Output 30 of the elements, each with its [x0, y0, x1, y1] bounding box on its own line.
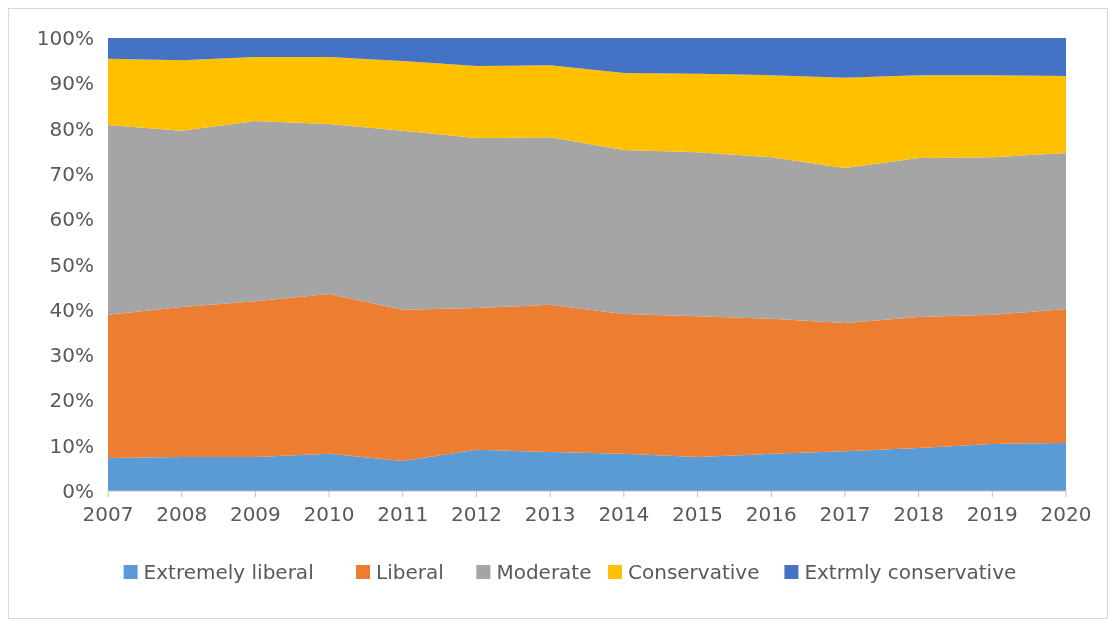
- y-tick-label: 10%: [49, 433, 94, 458]
- x-tick-label: 2013: [524, 502, 576, 526]
- y-tick-label: 80%: [49, 116, 94, 141]
- x-tick-label: 2011: [377, 502, 429, 526]
- x-tick-label: 2010: [303, 502, 355, 526]
- y-tick-label: 0%: [62, 479, 94, 503]
- x-tick-label: 2019: [966, 502, 1018, 526]
- x-tick-label: 2012: [451, 502, 502, 526]
- y-tick-label: 90%: [49, 71, 94, 96]
- y-tick-label: 70%: [49, 161, 94, 186]
- y-tick-label: 40%: [49, 297, 94, 322]
- y-tick-label: 100%: [36, 26, 94, 50]
- legend-label: Conservative: [628, 560, 760, 584]
- x-tick-label: 2017: [819, 502, 871, 526]
- legend-label: Extremely liberal: [143, 560, 314, 584]
- x-tick-label: 2016: [745, 502, 797, 526]
- y-tick-label: 60%: [49, 207, 94, 232]
- x-tick-label: 2014: [598, 502, 650, 526]
- x-tick-label: 2008: [156, 502, 208, 526]
- x-tick-label: 2015: [672, 502, 723, 526]
- x-tick-label: 2007: [82, 502, 134, 526]
- x-tick-label: 2020: [1040, 502, 1092, 526]
- y-tick-label: 30%: [49, 343, 94, 368]
- legend-label: Liberal: [376, 560, 444, 584]
- x-tick-label: 2009: [229, 502, 281, 526]
- x-tick-label: 2018: [893, 502, 945, 526]
- y-tick-label: 20%: [49, 388, 94, 413]
- y-tick-label: 50%: [49, 252, 94, 277]
- legend-label: Extrmly conservative: [804, 560, 1017, 584]
- legend-label: Moderate: [496, 560, 592, 584]
